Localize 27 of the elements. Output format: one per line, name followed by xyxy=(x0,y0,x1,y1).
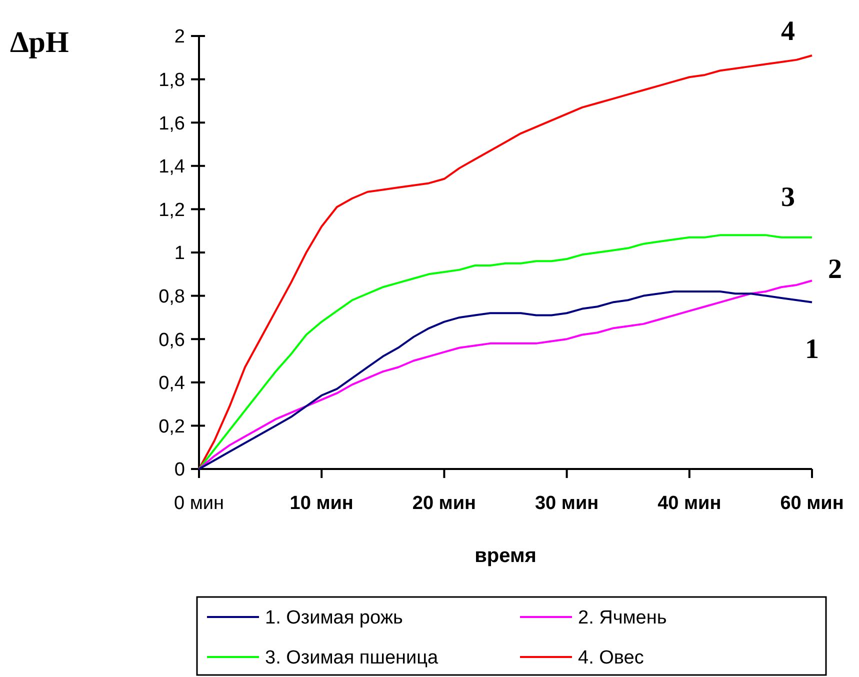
legend-label: 4. Овес xyxy=(578,648,644,669)
x-tick-label: 10 мин xyxy=(290,493,354,514)
y-tick-label: 0,2 xyxy=(158,416,185,438)
annotation: 1 xyxy=(805,334,819,365)
x-tick-label: 40 мин xyxy=(658,493,722,514)
annotation: 3 xyxy=(781,182,795,213)
annotation: 4 xyxy=(781,16,795,47)
x-tick-label: 20 мин xyxy=(412,493,476,514)
x-tick-label: 60 мин xyxy=(780,493,844,514)
y-tick-label: 1,8 xyxy=(158,70,185,91)
y-tick-label: 0,6 xyxy=(158,330,185,351)
x-tick-label: 30 мин xyxy=(534,493,599,514)
y-tick-label: 1,4 xyxy=(158,156,186,178)
y-tick-label: 1 xyxy=(174,243,185,264)
legend-label: 1. Озимая рожь xyxy=(265,608,404,629)
y-tick-label: 0 xyxy=(174,460,185,481)
y-tick-label: 2 xyxy=(174,26,185,48)
x-tick-label: 0 мин xyxy=(174,493,224,514)
x-axis-title: время xyxy=(474,545,536,567)
y-tick-label: 1,2 xyxy=(158,200,185,221)
y-axis-title: ΔpH xyxy=(10,26,69,59)
y-tick-label: 0,8 xyxy=(158,286,185,308)
legend-label: 3. Озимая пшеница xyxy=(265,648,439,669)
y-tick-label: 1,6 xyxy=(158,113,185,134)
y-tick-label: 0,4 xyxy=(158,373,186,394)
legend-label: 2. Ячмень xyxy=(578,608,667,629)
text: 2 xyxy=(828,254,842,285)
